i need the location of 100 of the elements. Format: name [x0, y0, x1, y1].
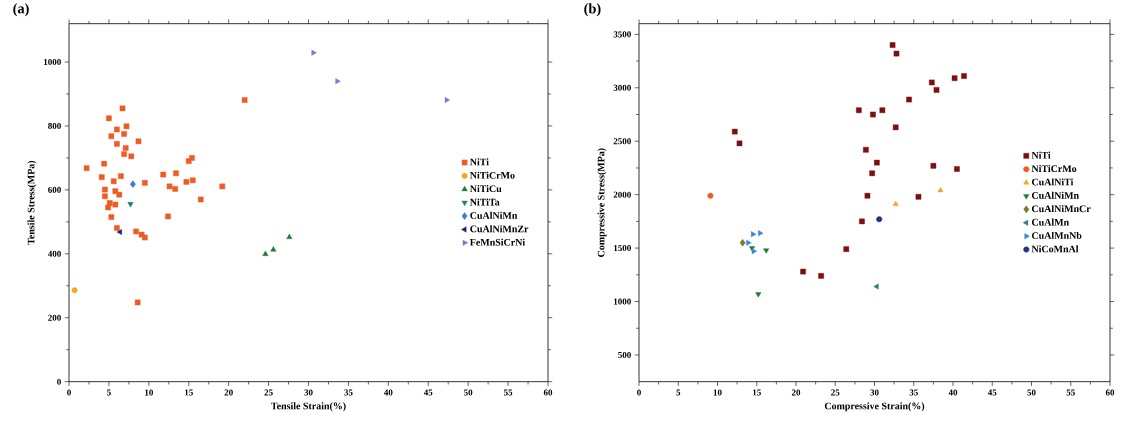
x-tick-label: 55 — [1066, 389, 1075, 396]
point — [142, 234, 148, 241]
point — [763, 248, 770, 254]
point — [123, 123, 130, 130]
x-tick-label: 60 — [543, 389, 553, 396]
legend-label: CuAlMn — [1031, 218, 1069, 226]
point — [739, 239, 746, 247]
point — [189, 155, 195, 161]
legend-label: NiCoMnAl — [1031, 245, 1079, 253]
legend-label: CuAlNiTi — [1031, 178, 1074, 186]
point — [892, 201, 899, 207]
point — [173, 170, 179, 177]
point — [116, 192, 123, 198]
point — [102, 186, 108, 193]
x-tick-label: 25 — [831, 389, 840, 396]
point — [707, 192, 714, 199]
legend-label: CuAlNiMnCr — [1031, 205, 1091, 213]
x-tick-label: 30 — [870, 389, 879, 396]
point — [219, 183, 226, 190]
point — [755, 292, 762, 298]
y-tick-label: 800 — [48, 123, 61, 130]
legend-label: FeMnSiCrNi — [469, 238, 525, 246]
point — [197, 196, 204, 203]
y-tick-label: 1500 — [614, 245, 631, 252]
x-tick-label: 45 — [423, 389, 433, 396]
legend-label: NiTiTa — [469, 198, 500, 206]
x-tick-label: 25 — [264, 389, 273, 396]
point — [262, 250, 269, 257]
x-tick-label: 0 — [637, 389, 641, 396]
x-tick-label: 15 — [185, 389, 193, 396]
x-tick-label: 45 — [987, 389, 997, 396]
point — [108, 133, 115, 140]
point — [444, 97, 451, 104]
y-axis-title: Tensile Stress(MPa) — [27, 161, 37, 245]
point — [311, 49, 317, 56]
point — [915, 194, 922, 200]
point — [818, 273, 824, 279]
legend-label: NiTiCrMo — [469, 171, 515, 179]
point — [933, 87, 940, 93]
y-tick-label: 1000 — [614, 298, 631, 305]
y-tick-label: 500 — [618, 352, 631, 359]
point — [98, 174, 105, 181]
point — [856, 107, 862, 114]
legend-label: CuAlNiMn — [470, 212, 518, 220]
point — [121, 151, 127, 158]
y-tick-label: 3000 — [613, 84, 631, 91]
x-tick-label: 35 — [344, 389, 353, 396]
point — [270, 246, 277, 252]
y-tick-label: 2500 — [613, 138, 631, 145]
point — [119, 105, 126, 112]
point — [335, 78, 341, 85]
x-tick-label: 35 — [909, 389, 918, 396]
point — [906, 96, 912, 103]
point — [876, 216, 883, 223]
point — [110, 178, 117, 185]
x-tick-label: 40 — [383, 389, 393, 396]
point — [122, 145, 129, 151]
point — [800, 268, 806, 275]
point — [114, 141, 120, 147]
point — [166, 183, 173, 190]
x-tick-label: 30 — [304, 389, 313, 396]
y-tick-label: 2000 — [613, 191, 631, 198]
point — [930, 163, 937, 169]
x-tick-label: 50 — [1027, 389, 1036, 396]
point — [142, 180, 148, 186]
point — [108, 214, 115, 220]
point — [892, 124, 899, 131]
x-tick-label: 0 — [67, 389, 71, 396]
point — [870, 111, 876, 118]
x-tick-label: 40 — [948, 389, 958, 396]
x-tick-label: 5 — [676, 389, 681, 396]
chart-title: (b) — [584, 3, 601, 17]
y-tick-label: 3500 — [613, 31, 631, 38]
point — [160, 171, 167, 178]
point — [736, 140, 743, 147]
x-tick-label: 20 — [224, 389, 233, 396]
point — [133, 228, 139, 235]
point — [961, 73, 967, 79]
point — [879, 107, 886, 114]
point — [731, 128, 738, 135]
point — [751, 231, 757, 238]
point — [102, 193, 108, 200]
point — [893, 50, 900, 57]
point — [165, 213, 171, 220]
point — [241, 97, 248, 104]
point — [864, 193, 871, 199]
x-axis-title: Compressive Strain(%) — [824, 402, 925, 412]
point — [135, 138, 142, 145]
y-tick-label: 200 — [48, 314, 61, 321]
point — [954, 166, 960, 172]
point — [863, 147, 869, 153]
point — [105, 204, 111, 211]
point — [121, 131, 127, 137]
x-axis-title: Tensile Strain(%) — [271, 402, 346, 412]
point — [83, 165, 90, 172]
point — [106, 115, 112, 122]
legend-label: NiTi — [469, 158, 489, 166]
point — [127, 202, 134, 208]
point — [951, 75, 958, 82]
point — [134, 299, 141, 306]
